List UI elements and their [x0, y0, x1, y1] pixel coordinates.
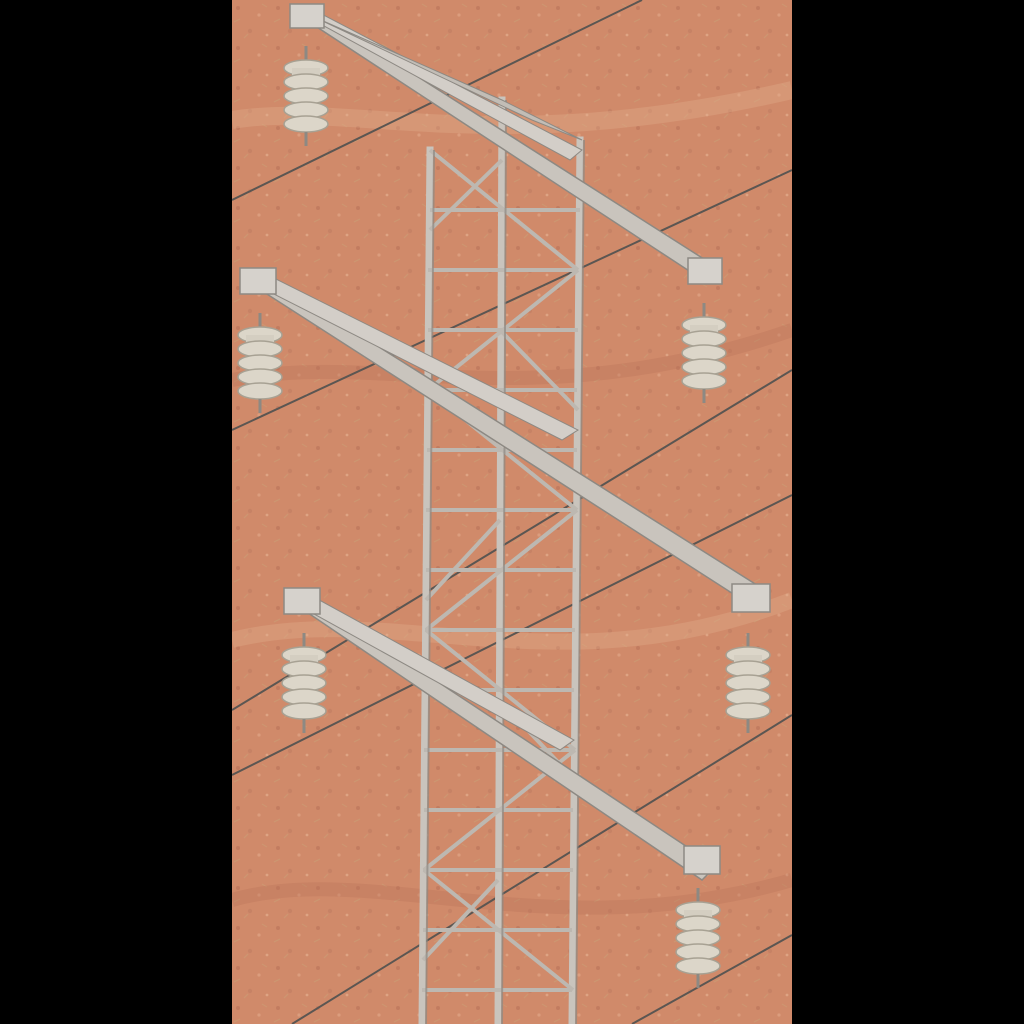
crossarm-bottom — [283, 587, 721, 881]
photo — [232, 0, 792, 1024]
letterbox-left — [0, 0, 232, 1024]
crossarm-middle — [239, 267, 771, 613]
tower-shadow — [425, 99, 585, 1024]
crossarm-top — [289, 3, 723, 285]
letterbox-right — [792, 0, 1024, 1024]
